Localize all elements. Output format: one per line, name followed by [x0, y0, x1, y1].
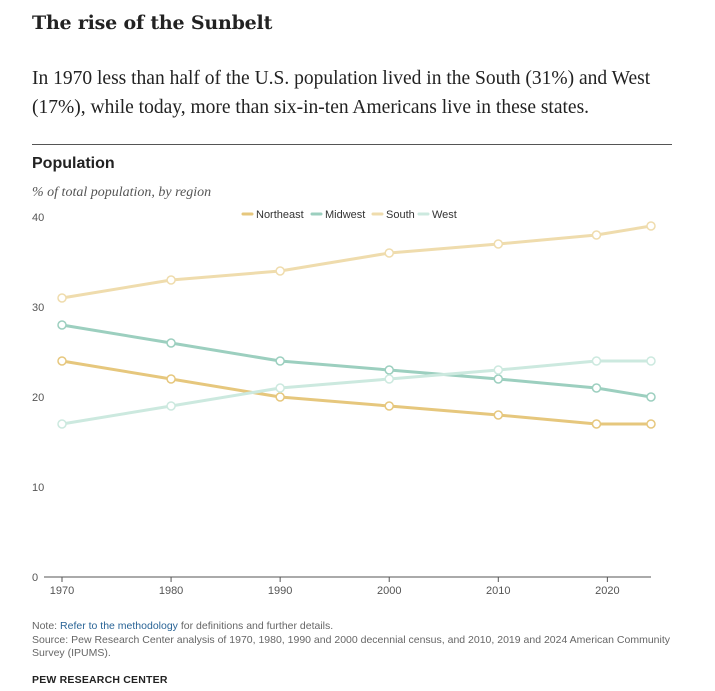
series-south [57, 221, 656, 303]
x-axis: 1970 1980 1990 2000 2010 2020 [44, 576, 651, 597]
legend-label: Northeast [256, 209, 304, 221]
data-point[interactable] [493, 365, 504, 375]
data-point[interactable] [591, 383, 602, 393]
x-tick-label: 1980 [159, 585, 183, 597]
organization-name: PEW RESEARCH CENTER [32, 674, 168, 686]
data-point[interactable] [493, 239, 504, 249]
y-tick-label: 0 [32, 572, 38, 584]
data-point[interactable] [166, 338, 176, 348]
methodology-link[interactable]: Refer to the methodology [60, 620, 178, 632]
y-tick-label: 30 [32, 302, 44, 314]
data-point[interactable] [493, 410, 504, 420]
page-title: The rise of the Sunbelt [32, 12, 273, 34]
data-point[interactable] [275, 383, 285, 393]
data-point[interactable] [57, 293, 67, 303]
source: Source: Pew Research Center analysis of … [32, 633, 671, 660]
note-prefix: Note: [32, 620, 61, 632]
data-point[interactable] [57, 419, 67, 429]
series-line [60, 224, 653, 300]
series-line [60, 323, 653, 399]
chart-subtitle: % of total population, by region [32, 185, 212, 200]
line-chart: 0 10 20 30 40 1970 1980 1990 2000 2010 2020 North… [32, 209, 656, 597]
x-tick-label: 2000 [377, 585, 401, 597]
data-point[interactable] [591, 419, 602, 429]
y-tick-label: 40 [32, 212, 44, 224]
note: Note: Refer to the methodology for defin… [32, 620, 692, 634]
page-subtitle: In 1970 less than half of the U.S. popul… [32, 68, 651, 118]
data-point[interactable] [275, 392, 285, 402]
data-point[interactable] [57, 320, 67, 330]
divider [32, 144, 672, 145]
x-tick-label: 1970 [50, 585, 74, 597]
series-west [57, 356, 656, 429]
data-point[interactable] [646, 221, 656, 231]
data-point[interactable] [591, 356, 602, 366]
data-point[interactable] [384, 365, 394, 375]
data-point[interactable] [57, 356, 67, 366]
data-point[interactable] [166, 374, 176, 384]
data-point[interactable] [493, 374, 504, 384]
legend-label: South [386, 209, 415, 221]
footer-notes: Note: Refer to the methodology for defin… [32, 620, 692, 661]
data-point[interactable] [646, 419, 656, 429]
x-tick-label: 1990 [268, 585, 292, 597]
series-group [57, 221, 656, 429]
x-tick-label: 2010 [486, 585, 510, 597]
data-point[interactable] [591, 230, 602, 240]
x-tick-label: 2020 [595, 585, 619, 597]
data-point[interactable] [275, 266, 285, 276]
data-point[interactable] [384, 401, 394, 411]
series-line [60, 359, 653, 426]
note-suffix: for definitions and further details. [177, 620, 334, 632]
y-axis: 0 10 20 30 40 [32, 212, 44, 584]
series-midwest [57, 320, 656, 402]
y-tick-label: 20 [32, 392, 44, 404]
series-northeast [57, 356, 656, 429]
data-point[interactable] [275, 356, 285, 366]
data-point[interactable] [646, 392, 656, 402]
data-point[interactable] [384, 248, 394, 258]
chart-title: Population [32, 155, 115, 172]
data-point[interactable] [166, 275, 176, 285]
series-line [60, 359, 653, 426]
data-point[interactable] [646, 356, 656, 366]
data-point[interactable] [166, 401, 176, 411]
legend-label: Midwest [325, 209, 365, 221]
legend-label: West [432, 209, 457, 221]
legend: Northeast Midwest South West [241, 209, 457, 221]
y-tick-label: 10 [32, 482, 44, 494]
data-point[interactable] [384, 374, 394, 384]
